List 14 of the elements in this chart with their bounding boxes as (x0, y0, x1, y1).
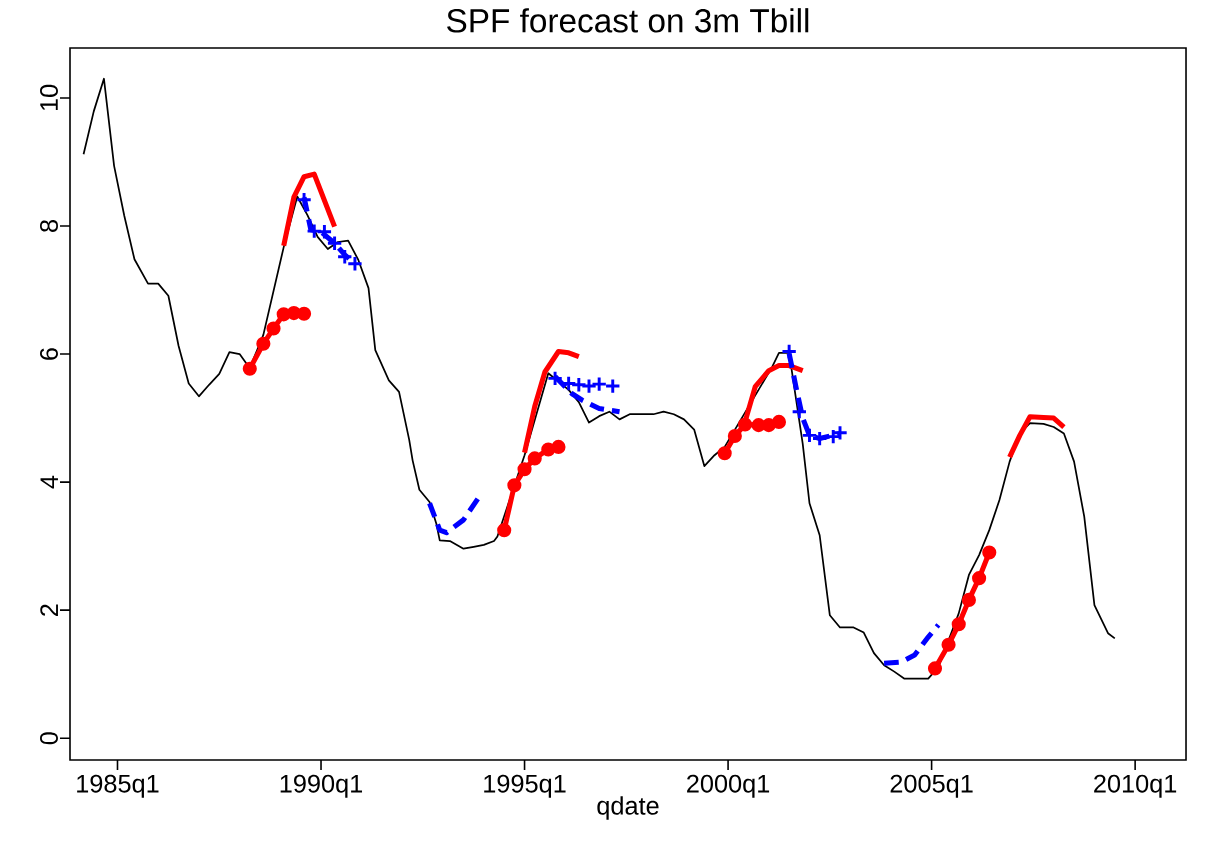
x-tick-label: 1985q1 (77, 774, 159, 798)
y-tick-label: 4 (40, 475, 58, 489)
x-tick-label: 2000q1 (687, 774, 770, 798)
x-tick-label: 1995q1 (484, 774, 566, 798)
x-tick-label: 1990q1 (280, 774, 363, 798)
y-tick-label: 2 (40, 604, 58, 616)
x-axis-title: qdate (597, 796, 659, 820)
y-tick-label: 10 (40, 84, 58, 111)
y-tick-label: 8 (40, 220, 58, 232)
y-tick-label: 0 (40, 732, 58, 745)
x-tick-label: 2005q1 (890, 774, 973, 798)
x-tick-label: 2010q1 (1094, 774, 1177, 798)
y-tick-label: 6 (40, 348, 58, 360)
chart-title: SPF forecast on 3m Tbill (447, 8, 809, 33)
